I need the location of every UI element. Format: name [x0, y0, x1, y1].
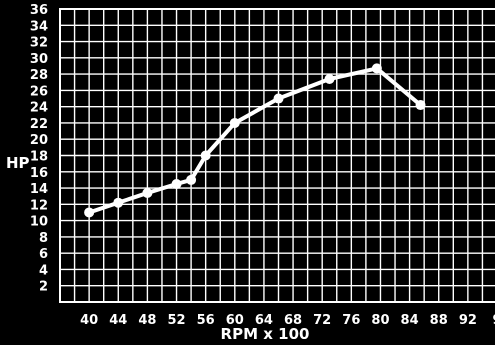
- y-tick-label: 36: [30, 3, 48, 18]
- data-point: [229, 117, 240, 128]
- x-tick-label: 72: [313, 313, 331, 328]
- y-tick-label: 24: [30, 101, 48, 116]
- x-axis-label: RPM x 100: [221, 325, 310, 341]
- data-point: [171, 178, 182, 189]
- y-tick-label: 20: [30, 133, 48, 148]
- x-tick-label: 92: [459, 313, 477, 328]
- y-tick-label: 6: [39, 247, 48, 262]
- y-tick-label: 28: [30, 68, 48, 83]
- data-point: [113, 197, 124, 208]
- x-tick-label: 76: [342, 313, 360, 328]
- data-point: [142, 187, 153, 198]
- y-tick-label: 30: [30, 52, 48, 67]
- series-layer: [84, 63, 426, 218]
- x-tick-label: 44: [109, 313, 127, 328]
- x-tick-label: 40: [80, 313, 98, 328]
- y-axis-label: HP: [6, 154, 30, 172]
- y-tick-label: 2: [39, 280, 48, 295]
- y-tick-label: 34: [30, 19, 48, 34]
- x-tick-label: 56: [197, 313, 215, 328]
- y-tick-label: 12: [30, 198, 48, 213]
- x-tick-label: 60: [226, 313, 244, 328]
- data-point: [415, 100, 426, 111]
- x-tick-label: 9: [492, 313, 495, 328]
- data-point: [200, 150, 211, 161]
- x-tick-label: 68: [284, 313, 302, 328]
- grid: [59, 8, 495, 303]
- data-point: [324, 73, 335, 84]
- y-tick-label: 16: [30, 166, 48, 181]
- y-tick-label: 32: [30, 36, 48, 51]
- x-tick-label: 80: [371, 313, 389, 328]
- y-tick-label: 26: [30, 84, 48, 99]
- x-tick-label: 48: [138, 313, 156, 328]
- data-point: [273, 93, 284, 104]
- y-tick-label: 8: [39, 231, 48, 246]
- y-tick-label: 4: [39, 263, 48, 278]
- x-tick-label: 52: [167, 313, 185, 328]
- y-tick-label: 18: [30, 150, 48, 165]
- data-point: [371, 63, 382, 74]
- y-tick-label: 14: [30, 182, 48, 197]
- y-tick-label: 22: [30, 117, 48, 132]
- x-tick-label: 64: [255, 313, 273, 328]
- data-point: [186, 174, 197, 185]
- y-tick-label: 10: [30, 215, 48, 230]
- x-tick-label: 88: [430, 313, 448, 328]
- data-point: [84, 207, 95, 218]
- x-tick-label: 84: [401, 313, 419, 328]
